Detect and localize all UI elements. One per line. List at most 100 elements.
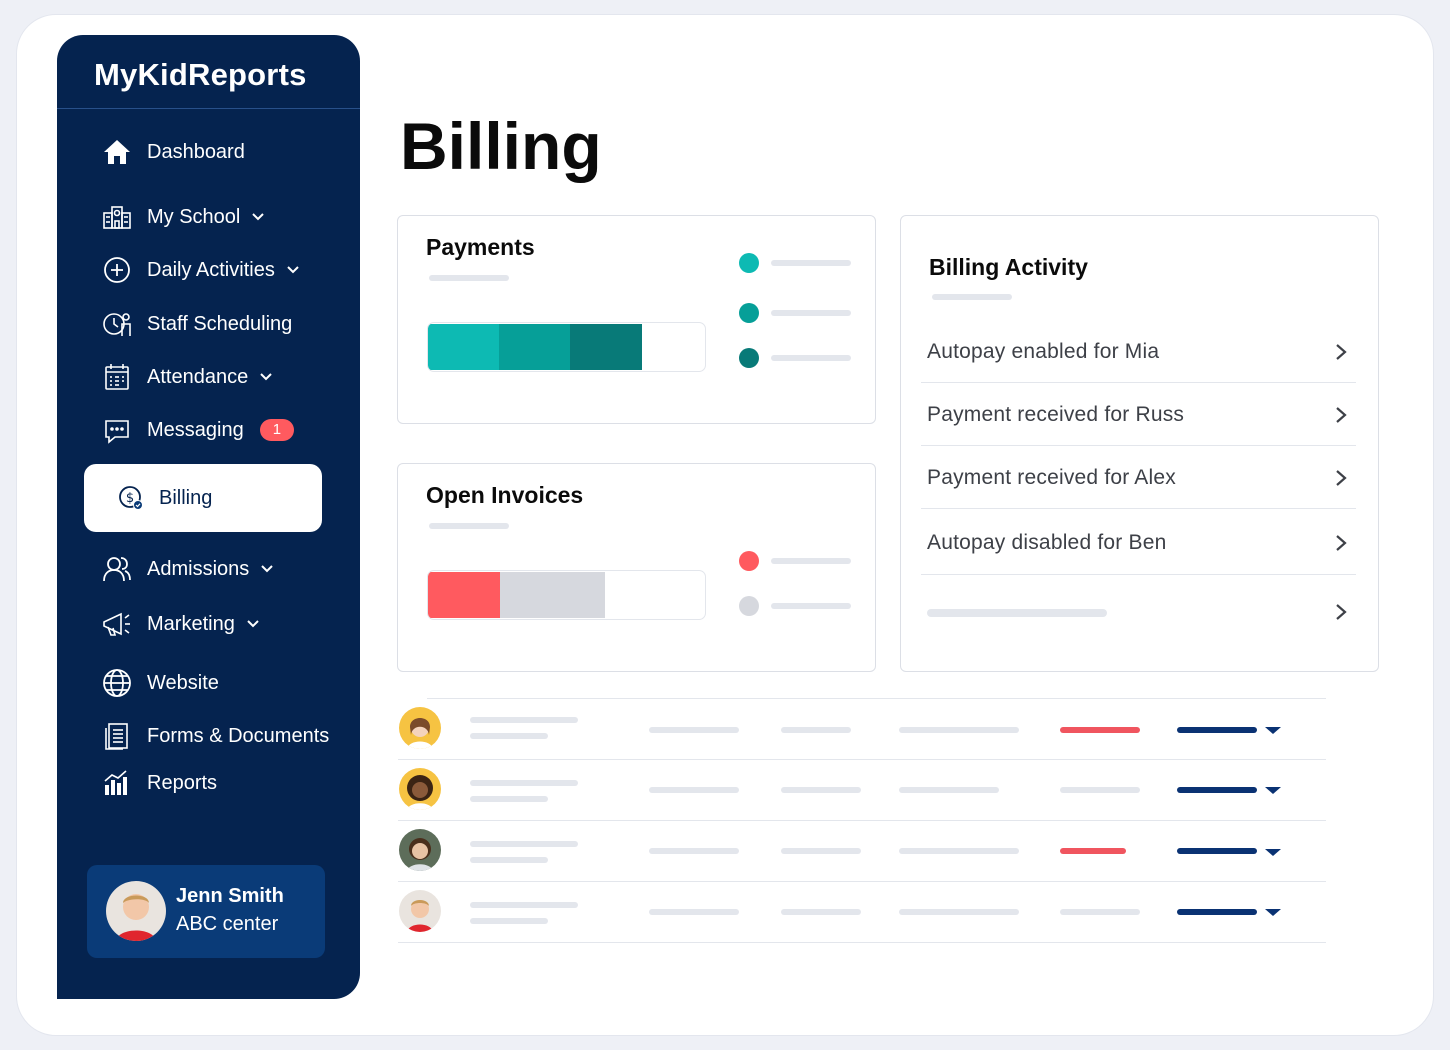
- legend-dot: [739, 348, 759, 368]
- placeholder-line: [470, 902, 578, 908]
- sidebar-item-label: Billing: [159, 486, 213, 509]
- placeholder-line: [781, 848, 861, 854]
- sidebar-item-label: Messaging: [147, 418, 244, 441]
- activity-row[interactable]: Autopay enabled for Mia: [921, 320, 1356, 383]
- caret-down-icon[interactable]: [1265, 727, 1281, 734]
- avatar: [399, 829, 441, 871]
- legend-dot: [739, 551, 759, 571]
- invoices-segment-2: [500, 572, 605, 618]
- legend-dot: [739, 253, 759, 273]
- caret-down-icon[interactable]: [1265, 909, 1281, 916]
- action-bar: [1177, 848, 1257, 854]
- activity-row-placeholder[interactable]: [921, 575, 1356, 647]
- placeholder-line: [899, 848, 1019, 854]
- sidebar-item-daily-activities[interactable]: Daily Activities: [101, 250, 301, 290]
- school-icon: [103, 206, 131, 229]
- sidebar-item-label: Dashboard: [147, 140, 245, 163]
- sidebar: MyKidReports Dashboard My School Daily A…: [57, 35, 360, 999]
- status-bar: [1060, 848, 1126, 854]
- sidebar-item-label: Daily Activities: [147, 258, 275, 281]
- placeholder-line: [470, 733, 548, 739]
- legend-placeholder: [771, 310, 851, 316]
- placeholder-line: [899, 787, 999, 793]
- bar-chart-icon: [104, 770, 127, 795]
- sidebar-item-reports[interactable]: Reports: [101, 763, 217, 803]
- table-row[interactable]: [398, 821, 1326, 882]
- document-icon: [105, 723, 128, 750]
- chevron-right-icon: [1336, 407, 1347, 423]
- chevron-right-icon: [1336, 604, 1347, 620]
- payments-stacked-bar: [427, 322, 706, 372]
- unread-count-badge: 1: [259, 419, 295, 441]
- activity-text: Payment received for Russ: [927, 403, 1185, 426]
- globe-icon: [103, 669, 131, 697]
- placeholder-line: [429, 275, 509, 281]
- placeholder-line: [470, 857, 548, 863]
- sidebar-item-label: Website: [147, 671, 219, 694]
- placeholder-line: [429, 523, 509, 529]
- placeholder-line: [932, 294, 1012, 300]
- plus-circle-icon: [104, 257, 130, 283]
- brand-logo-text[interactable]: MyKidReports: [94, 57, 307, 92]
- card-title: Payments: [426, 234, 535, 260]
- placeholder-line: [781, 787, 861, 793]
- sidebar-item-forms-documents[interactable]: Forms & Documents: [101, 716, 329, 756]
- table-row[interactable]: [398, 760, 1326, 821]
- status-bar: [1060, 727, 1140, 733]
- caret-down-icon[interactable]: [1265, 787, 1281, 794]
- open-invoices-card[interactable]: Open Invoices: [397, 463, 876, 672]
- brand-header: MyKidReports: [57, 35, 360, 109]
- placeholder-line: [649, 727, 739, 733]
- sidebar-item-label: Attendance: [147, 365, 249, 388]
- sidebar-item-label: Marketing: [147, 612, 235, 635]
- status-bar: [1060, 909, 1140, 915]
- legend-dot: [739, 303, 759, 323]
- legend-dot: [739, 596, 759, 616]
- megaphone-icon: [103, 612, 130, 636]
- table-divider: [427, 698, 1326, 699]
- chevron-down-icon: [247, 620, 259, 628]
- sidebar-item-admissions[interactable]: Admissions: [101, 549, 275, 589]
- activity-row[interactable]: Autopay disabled for Ben: [921, 509, 1356, 575]
- chat-bubble-icon: [105, 420, 129, 444]
- placeholder-line: [649, 909, 739, 915]
- placeholder-line: [470, 841, 578, 847]
- sidebar-item-billing[interactable]: $ Billing: [84, 464, 322, 532]
- payments-card[interactable]: Payments: [397, 215, 876, 424]
- billing-dollar-icon: $: [119, 486, 143, 510]
- sidebar-item-staff-scheduling[interactable]: Staff Scheduling: [101, 304, 292, 344]
- sidebar-item-attendance[interactable]: Attendance: [101, 357, 274, 397]
- activity-text: Autopay disabled for Ben: [927, 531, 1167, 554]
- payments-segment-3: [570, 324, 642, 370]
- caret-down-icon[interactable]: [1265, 849, 1281, 856]
- legend-placeholder: [771, 260, 851, 266]
- chevron-down-icon: [252, 213, 265, 221]
- placeholder-line: [649, 787, 739, 793]
- placeholder-line: [899, 727, 1019, 733]
- card-title: Open Invoices: [426, 482, 584, 508]
- placeholder-line: [781, 909, 861, 915]
- user-name: Jenn Smith: [176, 885, 284, 907]
- avatar: [106, 881, 166, 941]
- table-row[interactable]: [398, 699, 1326, 760]
- table-row[interactable]: [398, 881, 1326, 943]
- activity-row[interactable]: Payment received for Alex: [921, 446, 1356, 509]
- activity-row[interactable]: Payment received for Russ: [921, 383, 1356, 446]
- payments-segment-1: [428, 324, 499, 370]
- sidebar-item-website[interactable]: Website: [101, 663, 219, 703]
- page-title: Billing: [400, 109, 602, 183]
- svg-text:$: $: [126, 491, 134, 506]
- calendar-icon: [105, 364, 129, 390]
- users-icon: [103, 557, 131, 582]
- avatar: [399, 707, 441, 749]
- card-title: Billing Activity: [929, 254, 1088, 280]
- sidebar-item-messaging[interactable]: Messaging 1: [101, 410, 295, 450]
- placeholder-line: [470, 717, 578, 723]
- user-profile-card[interactable]: Jenn Smith ABC center: [87, 865, 325, 958]
- placeholder-line: [899, 909, 1019, 915]
- sidebar-item-dashboard[interactable]: Dashboard: [101, 132, 245, 172]
- sidebar-item-label: Staff Scheduling: [147, 312, 293, 335]
- sidebar-item-my-school[interactable]: My School: [101, 197, 266, 237]
- sidebar-item-marketing[interactable]: Marketing: [101, 604, 261, 644]
- placeholder-line: [470, 918, 548, 924]
